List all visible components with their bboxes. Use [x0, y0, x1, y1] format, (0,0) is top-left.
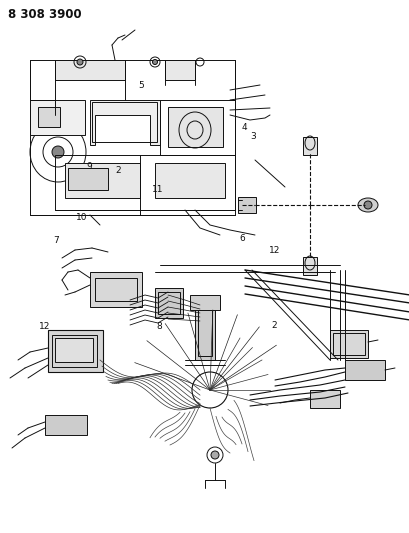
Bar — [55, 338, 93, 362]
Bar — [189, 295, 220, 310]
Bar — [332, 333, 364, 355]
Polygon shape — [90, 100, 160, 145]
Bar — [45, 415, 87, 435]
Text: 11: 11 — [152, 185, 163, 193]
Bar — [38, 107, 60, 127]
Text: 2: 2 — [270, 321, 276, 329]
Text: 7: 7 — [54, 237, 59, 245]
Ellipse shape — [77, 59, 83, 65]
Circle shape — [363, 201, 371, 209]
Bar — [164, 60, 195, 80]
Ellipse shape — [52, 146, 64, 158]
Ellipse shape — [211, 451, 218, 459]
Bar — [309, 390, 339, 408]
Bar — [168, 107, 222, 147]
Bar — [157, 292, 180, 314]
Text: 12: 12 — [38, 322, 50, 330]
Bar — [65, 163, 139, 198]
Bar — [55, 155, 234, 210]
Text: 8: 8 — [156, 322, 162, 330]
Bar — [237, 197, 255, 213]
Bar — [302, 137, 316, 155]
Bar — [30, 60, 234, 215]
Ellipse shape — [357, 198, 377, 212]
Bar — [68, 168, 108, 190]
Bar — [155, 288, 182, 318]
Bar — [90, 272, 142, 307]
Text: 12: 12 — [268, 246, 280, 255]
Bar — [198, 308, 211, 356]
Bar — [344, 360, 384, 380]
Text: 3: 3 — [250, 133, 256, 141]
Text: 2: 2 — [115, 166, 121, 175]
Text: 8 308 3900: 8 308 3900 — [8, 8, 81, 21]
Bar — [52, 335, 97, 367]
Bar — [195, 305, 214, 360]
Bar — [160, 100, 234, 155]
Bar — [95, 278, 137, 301]
Text: 9: 9 — [86, 162, 92, 171]
Bar — [329, 330, 367, 358]
Ellipse shape — [152, 60, 157, 64]
Text: 10: 10 — [76, 213, 88, 222]
Text: 4: 4 — [240, 124, 246, 132]
Bar — [30, 100, 85, 135]
Text: 5: 5 — [138, 81, 144, 90]
Bar — [92, 102, 157, 142]
Bar — [302, 257, 316, 275]
Bar — [48, 330, 103, 372]
Text: 6: 6 — [238, 235, 244, 243]
Bar — [55, 60, 125, 80]
Bar — [155, 163, 225, 198]
